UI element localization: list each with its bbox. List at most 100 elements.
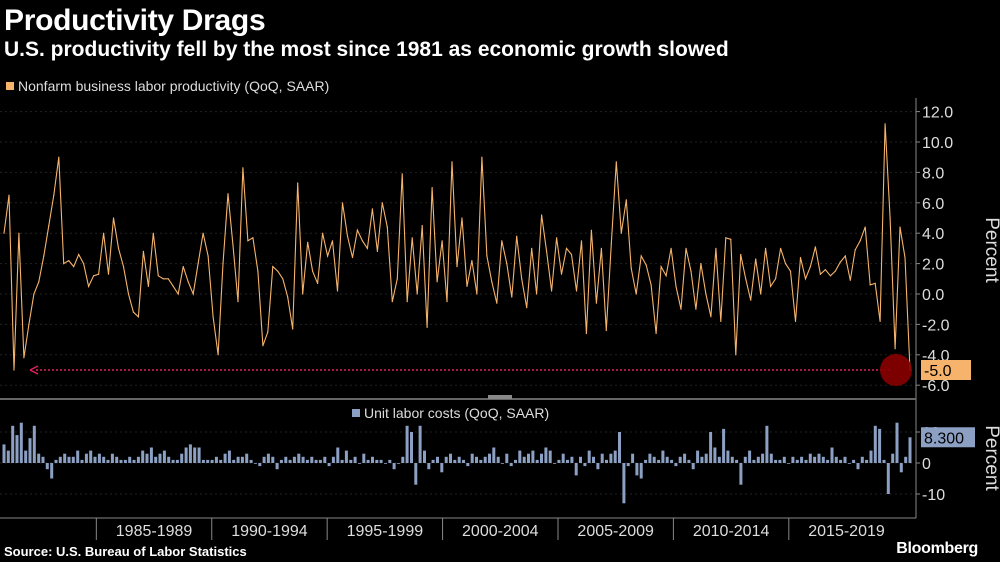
productivity-point — [670, 247, 672, 249]
unit-labor-bar — [301, 456, 305, 463]
unit-labor-bar — [904, 456, 908, 463]
productivity-point — [292, 328, 294, 330]
unit-labor-bar — [266, 453, 270, 463]
unit-labor-bar — [895, 422, 899, 463]
unit-labor-bar — [288, 459, 292, 463]
productivity-point — [864, 226, 866, 228]
unit-labor-bar — [518, 450, 522, 463]
unit-labor-bar — [462, 459, 465, 463]
panel-divider-handle[interactable] — [488, 395, 512, 399]
bloomberg-logo: Bloomberg — [896, 540, 978, 557]
productivity-point — [396, 278, 398, 280]
unit-labor-bar — [67, 456, 71, 463]
productivity-point — [182, 266, 184, 268]
unit-labor-bar — [58, 456, 62, 463]
productivity-point — [147, 285, 149, 287]
legend-productivity: Nonfarm business labor productivity (QoQ… — [6, 78, 329, 94]
unit-labor-bar — [167, 456, 171, 463]
unit-labor-bar — [488, 453, 491, 463]
productivity-point — [451, 161, 453, 163]
productivity-point — [68, 260, 70, 262]
productivity-point — [511, 296, 513, 298]
productivity-point — [630, 267, 632, 269]
unit-labor-bar — [605, 459, 608, 463]
productivity-point — [441, 240, 443, 242]
productivity-point — [620, 232, 622, 234]
unit-labor-bar — [678, 456, 682, 463]
unit-labor-bar — [635, 463, 639, 476]
axes — [0, 98, 917, 519]
x-tick-label: 1995-1999 — [347, 523, 424, 540]
productivity-point — [595, 302, 598, 304]
productivity-point — [207, 255, 209, 257]
productivity-point — [780, 247, 782, 249]
productivity-point — [720, 320, 722, 322]
productivity-point — [88, 285, 90, 287]
unit-labor-bar — [852, 459, 856, 463]
unit-labor-bar — [834, 456, 838, 463]
unit-labor-bar — [522, 456, 526, 463]
reference-arrow-head — [29, 365, 39, 375]
productivity-point — [331, 240, 334, 242]
productivity-point — [844, 255, 846, 257]
productivity-point — [401, 173, 403, 175]
unit-labor-bar — [405, 425, 409, 463]
unit-labor-bar — [696, 450, 700, 463]
x-tick-label: 2010-2014 — [693, 523, 770, 540]
unit-labor-bar — [600, 453, 604, 463]
unit-labor-bar — [349, 459, 353, 463]
unit-labor-last-value-box — [921, 427, 975, 448]
legend-label-productivity: Nonfarm business labor productivity (QoQ… — [18, 78, 330, 94]
productivity-point — [700, 263, 702, 265]
unit-labor-bar — [774, 459, 778, 463]
unit-labor-bar — [505, 453, 509, 463]
unit-labor-bar — [275, 463, 279, 470]
x-tick-label: 2005-2009 — [577, 523, 654, 540]
unit-labor-bar — [223, 453, 227, 463]
productivity-point — [33, 293, 35, 295]
unit-labor-bar — [843, 456, 847, 463]
productivity-point — [142, 250, 144, 252]
unit-labor-bar — [375, 459, 379, 463]
productivity-point — [28, 323, 30, 325]
productivity-point — [8, 194, 10, 196]
unit-labor-bar — [193, 447, 197, 463]
productivity-point — [336, 290, 339, 292]
productivity-point — [705, 293, 707, 295]
productivity-point — [426, 326, 428, 328]
unit-labor-bar — [119, 459, 123, 463]
productivity-point — [496, 302, 498, 304]
unit-labor-bar — [184, 447, 188, 463]
unit-labor-bar — [683, 453, 687, 463]
unit-labor-bar — [158, 453, 162, 463]
unit-labor-bar — [449, 453, 452, 463]
productivity-point — [361, 240, 363, 242]
unit-labor-bar — [466, 463, 470, 467]
productivity-point — [665, 275, 667, 277]
productivity-point — [257, 270, 259, 272]
productivity-point — [794, 320, 797, 322]
y-ticks-top: -6.0-4.0-2.00.02.04.06.08.010.012.0Perce… — [916, 105, 1000, 395]
productivity-point — [297, 182, 299, 184]
unit-labor-bar — [84, 453, 88, 463]
unit-labor-bar — [544, 447, 548, 463]
productivity-point — [282, 278, 284, 280]
productivity-point — [889, 217, 891, 219]
legend-swatch-unit-labor — [352, 409, 360, 417]
productivity-point — [650, 284, 652, 286]
productivity-point — [635, 293, 637, 295]
unit-labor-bar — [587, 450, 591, 463]
productivity-point — [237, 301, 239, 303]
unit-labor-bar — [323, 456, 327, 463]
unit-labor-bar — [171, 459, 175, 463]
grid-top — [0, 111, 915, 386]
unit-labor-bar — [765, 425, 769, 463]
unit-labor-bar — [384, 463, 387, 464]
productivity-point — [366, 247, 368, 249]
productivity-point — [132, 311, 134, 313]
productivity-point — [859, 240, 861, 242]
unit-labor-bar — [314, 459, 318, 463]
unit-labor-bar — [804, 459, 808, 463]
productivity-point — [585, 332, 588, 335]
productivity-point — [227, 193, 229, 195]
